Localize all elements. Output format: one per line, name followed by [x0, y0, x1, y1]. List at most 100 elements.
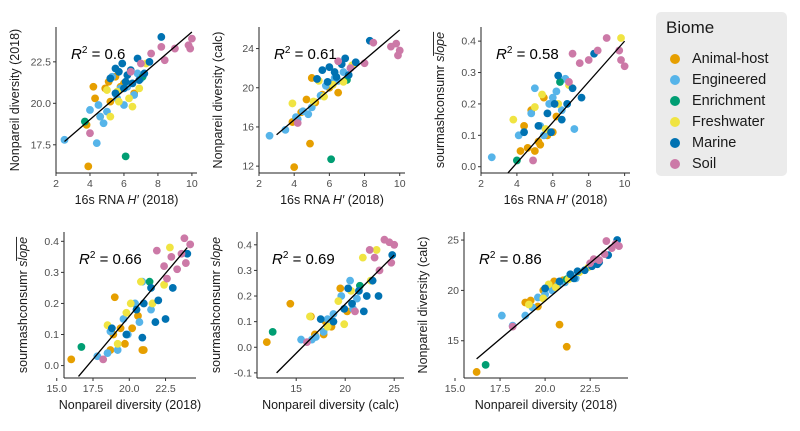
x-tick-label: 4: [291, 178, 297, 190]
point-soil: [334, 57, 343, 66]
point-animal-host: [336, 284, 345, 293]
point-soil: [394, 51, 402, 60]
y-axis-label: Nonpareil diversity (calc): [211, 32, 225, 169]
chart-panel-5: 15 20 25 -0.1 0.0 0.1 0.2 0.3 0.4 R2 = 0.69 Nonpar…: [209, 232, 404, 412]
point-enrichment: [268, 327, 277, 336]
legend-dot-icon: [670, 54, 680, 64]
point-marine: [541, 284, 549, 293]
x-tick-label: 25: [388, 383, 400, 395]
legend-item-enrichment: Enrichment: [670, 91, 765, 111]
y-tick-label: 0.2: [44, 298, 59, 310]
point-marine: [154, 296, 163, 305]
y-tick-label: 20: [447, 285, 459, 297]
point-animal-host: [110, 293, 119, 302]
point-animal-host: [523, 143, 532, 152]
x-tick-label: 2: [53, 178, 59, 190]
r-value: = 0.6: [87, 46, 125, 63]
r-exponent: 2: [82, 45, 88, 56]
point-engineered: [557, 106, 566, 115]
label-suffix: (2018): [344, 193, 384, 207]
point-marine: [573, 267, 582, 276]
y-tick-label: -0.1: [234, 367, 252, 379]
point-soil: [163, 274, 171, 283]
point-marine: [106, 74, 115, 83]
point-soil: [568, 49, 577, 58]
point-marine: [114, 67, 123, 76]
y-tick-label: 0.0: [237, 342, 252, 354]
r-exponent: 2: [285, 45, 291, 56]
y-tick-label: 0.3: [461, 67, 476, 79]
point-freshwater: [539, 294, 548, 303]
point-marine: [161, 315, 170, 323]
r-squared-label: R2 = 0.66: [79, 250, 142, 268]
y-tick-label: 15: [447, 335, 459, 347]
label-text: sourmashconsumr: [433, 62, 447, 168]
y-tick-label: 0.1: [237, 316, 252, 328]
point-marine: [122, 330, 131, 339]
label-variable: H′: [556, 193, 568, 207]
point-soil: [584, 56, 593, 64]
r-value: = 0.66: [95, 251, 141, 268]
point-marine: [313, 75, 321, 83]
point-animal-host: [306, 139, 314, 148]
label-text: sourmashconsumr: [16, 267, 30, 373]
point-soil: [160, 56, 169, 65]
label-text: 16s RNA: [504, 193, 557, 207]
point-marine: [318, 66, 327, 75]
y-tick-label: 0.1: [461, 130, 476, 142]
legend-title: Biome: [666, 18, 715, 37]
y-tick-label: 17.5: [31, 139, 52, 151]
label-text: Nonpareil diversity (calc): [262, 398, 399, 412]
point-engineered: [530, 84, 539, 93]
x-tick-label: 17.5: [490, 383, 511, 395]
point-soil: [620, 62, 629, 71]
point-soil: [173, 265, 182, 274]
point-animal-host: [534, 137, 543, 146]
point-animal-host: [262, 338, 271, 347]
y-tick-label: 0.3: [44, 267, 59, 279]
y-tick-label: 20: [242, 82, 254, 94]
point-soil: [617, 56, 625, 64]
point-freshwater: [135, 84, 144, 93]
point-soil: [602, 237, 611, 245]
point-engineered: [346, 276, 354, 285]
point-marine: [570, 274, 578, 283]
x-tick-label: 20.0: [535, 383, 556, 395]
point-soil: [369, 38, 378, 47]
point-soil: [147, 49, 156, 58]
x-tick-label: 15.0: [47, 383, 68, 395]
point-soil: [351, 307, 359, 316]
point-marine: [325, 63, 334, 72]
point-enrichment: [121, 152, 130, 161]
point-animal-host: [562, 342, 571, 351]
point-engineered: [113, 346, 122, 354]
x-tick-label: 6: [326, 178, 332, 190]
point-freshwater: [358, 253, 367, 262]
point-marine: [520, 128, 528, 137]
point-soil: [293, 119, 302, 127]
label-text: 16s RNA: [280, 193, 333, 207]
point-soil: [602, 34, 611, 42]
point-animal-host: [139, 346, 148, 354]
point-engineered: [548, 93, 557, 102]
point-marine: [543, 109, 552, 118]
point-engineered: [307, 103, 316, 112]
point-marine: [323, 77, 332, 86]
x-tick-label: 4: [514, 178, 520, 190]
r-symbol: R: [479, 251, 490, 268]
y-axis-label: Nonpareil diversity (calc): [416, 237, 430, 374]
point-freshwater: [372, 246, 381, 254]
legend-item-animal-host: Animal-host: [670, 49, 769, 69]
point-freshwater: [128, 102, 137, 111]
point-animal-host: [128, 324, 137, 333]
point-engineered: [304, 110, 313, 119]
point-animal-host: [134, 311, 142, 320]
y-tick-label: 24: [242, 43, 254, 55]
legend-dot-icon: [670, 138, 680, 148]
point-soil: [575, 59, 584, 68]
x-tick-label: 20.0: [119, 383, 140, 395]
x-tick-label: 8: [362, 178, 368, 190]
point-freshwater: [160, 280, 168, 289]
legend-dot-icon: [670, 75, 680, 85]
